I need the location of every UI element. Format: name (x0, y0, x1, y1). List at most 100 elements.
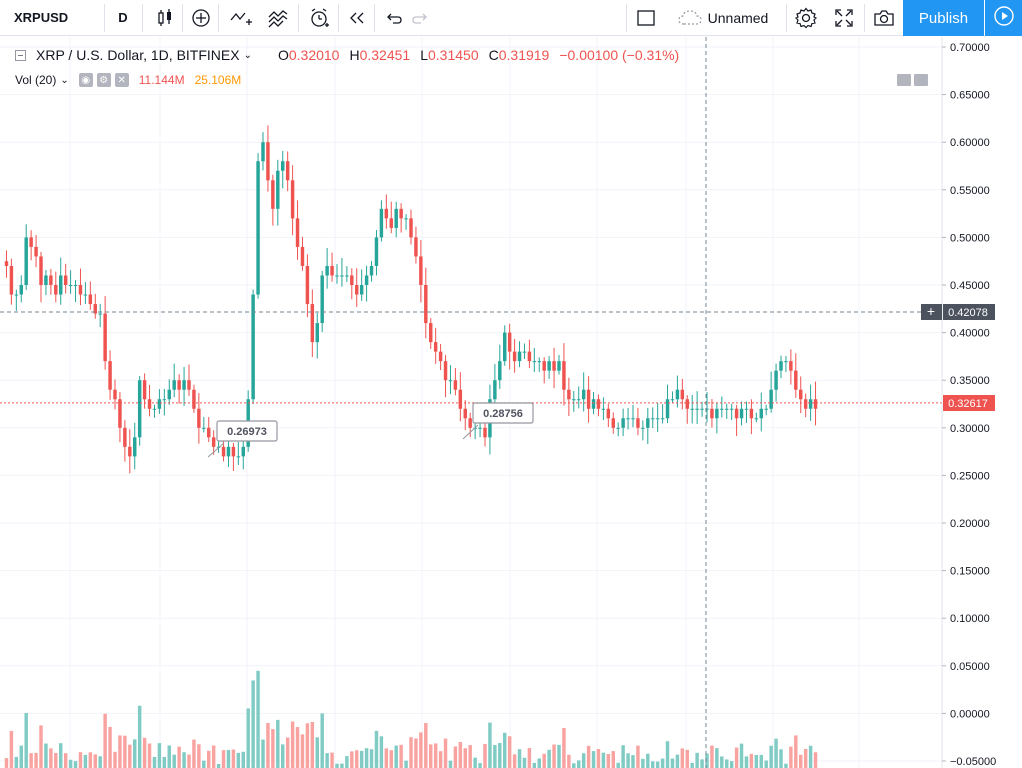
alert-icon[interactable] (302, 0, 336, 35)
volume-bar (295, 727, 300, 768)
volume-bar (167, 745, 171, 768)
volume-bar (626, 753, 630, 768)
candle-body (192, 389, 196, 409)
volume-bar (725, 759, 729, 768)
low-label: L (420, 47, 428, 63)
indicators-icon[interactable] (262, 0, 296, 35)
candle-body (355, 285, 359, 295)
candle-body (547, 361, 551, 371)
volume-bar (670, 758, 675, 768)
compare-icon[interactable] (224, 0, 258, 35)
symbol-search-button[interactable]: XRPUSD (14, 10, 69, 25)
volume-bar (537, 758, 541, 768)
interval-button[interactable]: D (118, 10, 128, 25)
ohlc-values: O 0.32010 H 0.32451 L 0.31450 C 0.31919 −0.0… (278, 47, 679, 63)
candle-body (39, 256, 43, 285)
publish-button[interactable]: Publish (903, 0, 984, 36)
undo-icon[interactable] (380, 0, 406, 35)
volume-bar (621, 745, 625, 768)
camera-icon[interactable] (868, 0, 900, 35)
low-annotation-1[interactable]: 0.26973 (207, 420, 278, 458)
series-title[interactable]: XRP / U.S. Dollar, 1D, BITFINEX (36, 47, 240, 63)
candle-body (552, 361, 556, 371)
chart-area[interactable]: 0.70000 0.65000 0.60000 0.55000 0.50000 0.450… (0, 37, 1022, 768)
candle-body (399, 208, 403, 219)
volume-label[interactable]: Vol (20) (15, 73, 57, 87)
price-axis-label: −0.05000 (950, 756, 996, 768)
candle-body (463, 408, 467, 419)
candle-body (142, 380, 147, 400)
candle-body (162, 399, 167, 401)
fullscreen-square-icon[interactable] (632, 0, 660, 35)
replay-icon[interactable] (342, 0, 372, 35)
gear-icon[interactable] (790, 0, 822, 35)
volume-bar (147, 743, 152, 768)
volume-bar (769, 745, 773, 768)
volume-bar (784, 763, 788, 768)
candle-body (577, 399, 581, 401)
eye-icon[interactable]: ◉ (78, 73, 93, 87)
candle-body (211, 437, 216, 447)
candle-body (315, 323, 319, 343)
close-icon[interactable]: ✕ (114, 73, 129, 87)
candle-body (414, 237, 418, 257)
price-axis-label: 0.45000 (950, 280, 990, 292)
candle-body (404, 218, 408, 220)
volume-bars (4, 670, 818, 768)
play-button[interactable] (985, 0, 1022, 36)
price-axis: 0.70000 0.65000 0.60000 0.55000 0.50000 0.450… (942, 42, 996, 768)
pane-move-icon[interactable] (914, 74, 928, 86)
volume-bar (14, 756, 19, 768)
fullscreen-icon[interactable] (828, 0, 860, 35)
chevron-down-icon[interactable]: ⌄ (60, 74, 69, 86)
volume-bar (24, 713, 28, 768)
volume-bar (290, 721, 295, 768)
candle-body (715, 408, 719, 419)
volume-bar (404, 760, 408, 768)
add-indicator-icon[interactable] (186, 0, 216, 35)
toolbar-divider (182, 4, 183, 32)
price-axis-label: 0.30000 (950, 423, 990, 435)
candle-body (493, 380, 497, 400)
collapse-legend-icon[interactable] (15, 49, 26, 61)
candle-body (187, 380, 191, 390)
volume-bar (557, 744, 561, 768)
volume-bar (433, 743, 438, 768)
volume-bar (216, 763, 221, 768)
volume-bar (73, 761, 78, 768)
volume-bar (39, 725, 43, 768)
candle-body (572, 399, 576, 401)
pane-collapse-icon[interactable] (897, 74, 911, 86)
volume-bar (345, 756, 349, 768)
candle-body (256, 161, 260, 295)
volume-bar (63, 753, 68, 768)
volume-bar (384, 748, 389, 768)
volume-bar (710, 745, 714, 768)
candle-body (744, 408, 749, 410)
candles-icon[interactable] (148, 0, 182, 35)
volume-bar (9, 730, 14, 768)
price-axis-label: 0.55000 (950, 185, 990, 197)
layout-name-button[interactable]: Unnamed (664, 0, 782, 35)
candle-body (345, 275, 349, 277)
candle-body (98, 313, 102, 315)
volume-bar (601, 752, 606, 768)
crosshair-plus-icon[interactable]: + (927, 303, 935, 319)
gear-icon[interactable]: ⚙ (96, 73, 111, 87)
volume-bar (88, 752, 93, 768)
candle-body (739, 408, 744, 419)
low-annotation-2[interactable]: 0.28756 (462, 402, 534, 440)
volume-bar (803, 748, 808, 768)
candle-body (364, 275, 369, 285)
volume-bar (281, 744, 285, 768)
volume-bar (187, 754, 191, 768)
volume-bar (103, 713, 107, 768)
price-chart[interactable]: 0.70000 0.65000 0.60000 0.55000 0.50000 0.450… (0, 37, 1022, 768)
candle-body (113, 389, 117, 400)
candle-body (725, 408, 729, 410)
volume-bar (172, 754, 176, 768)
layout-name-label: Unnamed (707, 9, 769, 26)
chevron-down-icon[interactable]: ⌄ (243, 49, 252, 61)
redo-icon[interactable] (408, 0, 434, 35)
candle-body (655, 418, 660, 420)
